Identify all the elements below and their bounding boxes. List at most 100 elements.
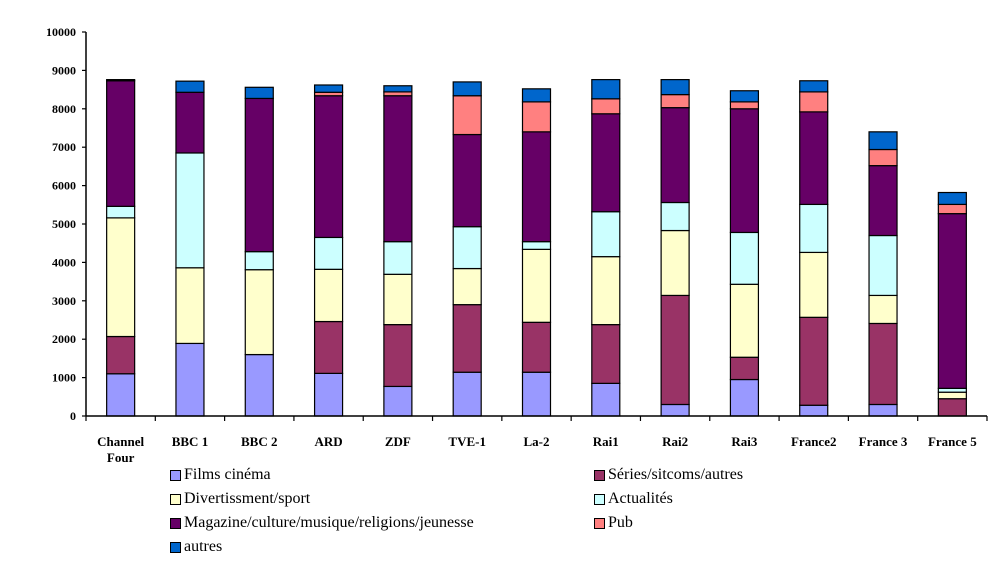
bar-segment-7 (175, 80, 205, 93)
x-tick-label: Rai3 (731, 434, 758, 449)
bar-segment-3 (799, 251, 829, 318)
bar-segment-3 (729, 283, 760, 358)
x-tick-label: BBC 2 (241, 434, 277, 449)
bar-segment-6 (868, 148, 898, 167)
bar-segment-3 (591, 256, 621, 326)
bar-segment-2 (937, 398, 967, 417)
bar-segment-5 (799, 111, 829, 206)
bar-segment-2 (106, 335, 136, 375)
bar-segment-5 (383, 95, 413, 243)
bar-segment-4 (244, 251, 274, 271)
bar-segment-4 (106, 205, 136, 219)
bar-segment-5 (106, 80, 136, 207)
y-tick-label: 7000 (52, 140, 76, 154)
bar-segment-1 (868, 403, 898, 417)
bar-segment-3 (452, 267, 482, 306)
bar-segment-7 (729, 90, 760, 103)
bar-segment-7 (383, 85, 413, 93)
bar-segment-1 (729, 378, 760, 417)
bar-segment-6 (799, 91, 829, 113)
bar-segment-2 (868, 322, 898, 406)
bar-segment-3 (660, 229, 690, 297)
x-tick-label: Rai2 (662, 434, 688, 449)
bar-segment-3 (175, 267, 205, 345)
bar-segment-1 (313, 372, 344, 417)
x-tick-label: ARD (314, 434, 342, 449)
bar-segment-4 (868, 234, 898, 297)
bar-segment-7 (591, 79, 621, 100)
y-tick-label: 3000 (52, 294, 76, 308)
x-tick-label: La-2 (524, 434, 550, 449)
bar-segment-7 (868, 131, 898, 151)
bar-segment-4 (175, 152, 205, 269)
bar-segment-6 (591, 98, 621, 115)
bar-segment-2 (729, 356, 760, 381)
bar-segment-5 (660, 107, 690, 204)
bar-segment-1 (799, 404, 829, 417)
bar-segment-5 (175, 91, 205, 154)
x-tick-label: BBC 1 (172, 434, 208, 449)
bar-segment-1 (175, 342, 205, 417)
x-tick-label: TVE-1 (448, 434, 486, 449)
bar-segment-5 (313, 95, 344, 239)
y-tick-label: 2000 (52, 332, 76, 346)
bar-segment-5 (452, 133, 482, 228)
bar-segment-3 (937, 391, 967, 400)
y-tick-label: 1000 (52, 371, 76, 385)
bar-segment-7 (244, 86, 274, 100)
bar-segment-1 (383, 385, 413, 417)
bar-segment-4 (660, 201, 690, 232)
y-tick-label: 9000 (52, 63, 76, 77)
bar-segment-5 (521, 131, 552, 243)
bar-segment-4 (452, 226, 482, 270)
bar-segment-1 (452, 371, 482, 417)
bar-segment-4 (799, 203, 829, 254)
bar-segment-7 (521, 88, 552, 103)
y-tick-label: 5000 (52, 217, 76, 231)
bar-segment-7 (660, 79, 690, 96)
bar-segment-5 (729, 108, 760, 234)
bar-segment-5 (244, 97, 274, 253)
bars-group (106, 79, 967, 417)
bar-segment-3 (868, 294, 898, 325)
bar-segment-4 (591, 211, 621, 258)
bar-segment-7 (106, 79, 136, 82)
bar-segment-6 (452, 95, 482, 136)
bar-segment-1 (591, 382, 621, 417)
bar-segment-1 (106, 373, 136, 417)
bar-segment-3 (313, 268, 344, 323)
bar-segment-2 (660, 294, 690, 406)
bar-segment-3 (521, 248, 552, 323)
bar-segment-2 (591, 324, 621, 384)
bar-segment-2 (799, 316, 829, 406)
bar-segment-1 (521, 371, 552, 417)
bar-segment-2 (521, 321, 552, 373)
y-tick-label: 10000 (46, 25, 76, 39)
y-ticks-group: 0 1000 2000 3000 4000 5000 6000 7000 8000 9000 100… (46, 25, 86, 423)
bar-segment-7 (799, 80, 829, 93)
bar-segment-1 (244, 353, 274, 417)
bar-segment-7 (452, 81, 482, 97)
y-tick-label: 8000 (52, 102, 76, 116)
y-tick-label: 4000 (52, 255, 76, 269)
bar-segment-2 (383, 324, 413, 388)
bar-segment-6 (729, 101, 760, 110)
x-ticks-group: Channel Four BBC 1 BBC 2 ARD ZDF TVE-1 La-2 Rai1… (85, 416, 988, 465)
bar-segment-6 (521, 101, 552, 133)
bar-segment-4 (313, 236, 344, 270)
x-tick-label: France 3 (859, 434, 908, 449)
bar-segment-6 (660, 93, 690, 109)
x-tick-label: Channel Four (97, 434, 144, 465)
bar-segment-3 (383, 273, 413, 326)
bar-segment-5 (868, 165, 898, 237)
x-tick-label: France2 (791, 434, 836, 449)
bar-segment-4 (729, 231, 760, 285)
bar-segment-6 (937, 203, 967, 215)
bar-segment-3 (244, 269, 274, 356)
x-tick-label: Rai1 (593, 434, 619, 449)
bar-segment-2 (313, 320, 344, 374)
bar-segment-5 (591, 113, 621, 213)
x-tick-label: France 5 (928, 434, 977, 449)
bar-segment-4 (521, 241, 552, 250)
